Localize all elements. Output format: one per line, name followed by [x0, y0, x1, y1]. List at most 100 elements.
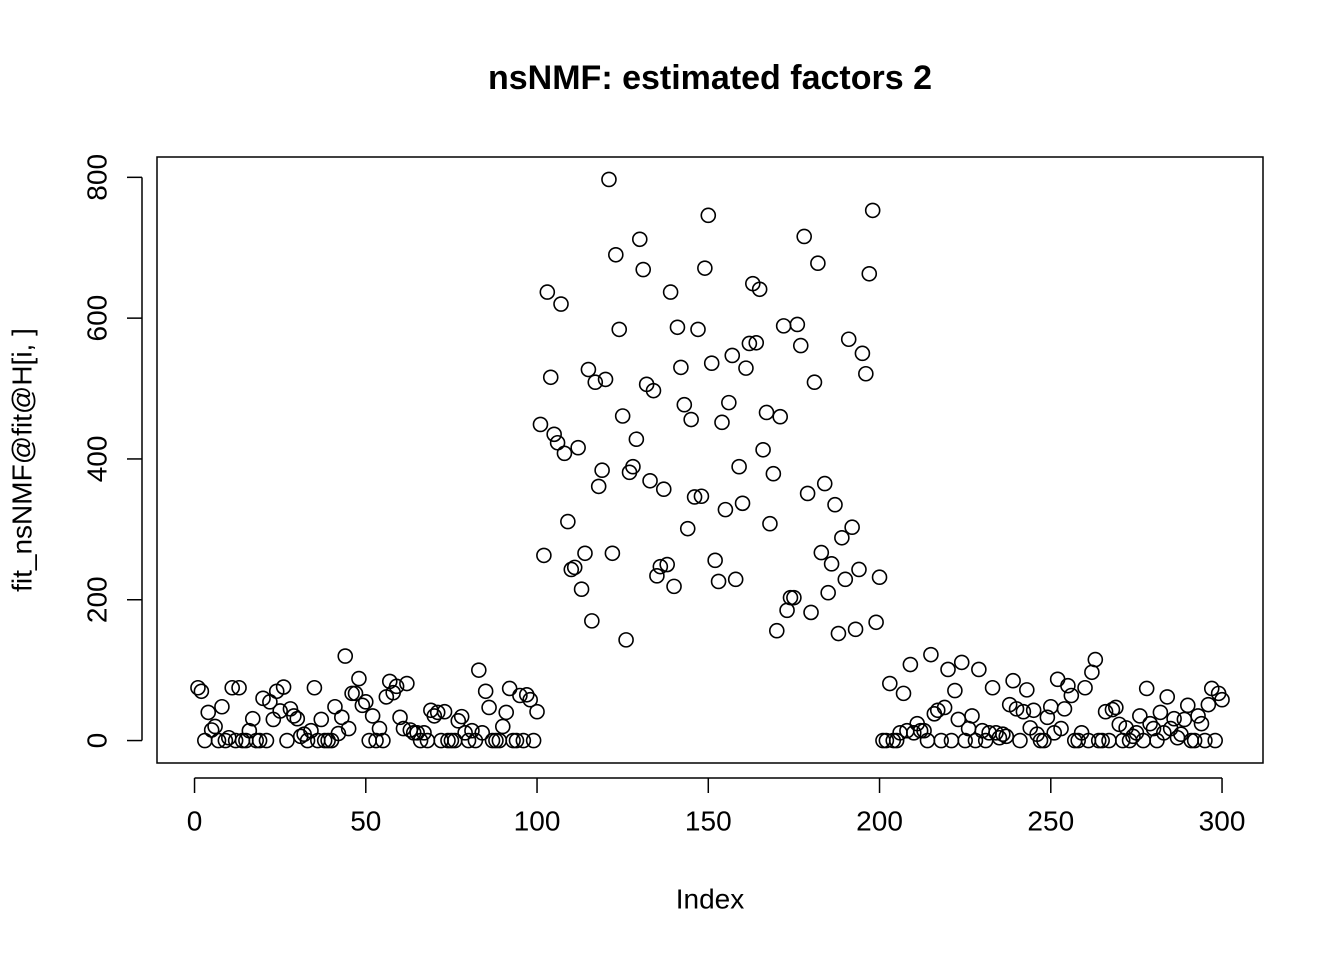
- point: [645, 382, 662, 399]
- point: [1183, 732, 1200, 749]
- point: [498, 704, 515, 721]
- point: [679, 520, 696, 537]
- point: [919, 732, 936, 749]
- point: [816, 475, 833, 492]
- point: [662, 284, 679, 300]
- point: [518, 686, 535, 703]
- point: [471, 662, 487, 678]
- point: [364, 708, 381, 724]
- point: [457, 725, 473, 741]
- point: [426, 708, 443, 724]
- point: [207, 718, 223, 735]
- point: [731, 458, 747, 475]
- point: [655, 481, 672, 498]
- point: [697, 260, 713, 276]
- point: [217, 732, 234, 749]
- point: [224, 679, 241, 696]
- point: [193, 683, 210, 700]
- point: [827, 496, 843, 513]
- point: [584, 613, 600, 629]
- y-tick-label: 200: [81, 576, 112, 623]
- point: [810, 255, 826, 272]
- point: [693, 488, 710, 505]
- point: [409, 725, 425, 741]
- point: [200, 704, 217, 721]
- point: [563, 561, 580, 578]
- point: [1063, 687, 1080, 704]
- point: [286, 708, 302, 724]
- point: [299, 732, 316, 749]
- point: [1166, 710, 1182, 727]
- point: [659, 556, 675, 573]
- point: [244, 710, 261, 727]
- point: [683, 411, 699, 428]
- point: [522, 691, 538, 708]
- point: [1186, 732, 1203, 749]
- point: [590, 478, 607, 495]
- y-tick-label: 600: [81, 295, 112, 342]
- point: [700, 207, 717, 224]
- point: [1056, 701, 1073, 717]
- point: [1145, 720, 1162, 737]
- point: [649, 568, 665, 584]
- point: [823, 556, 840, 572]
- point: [642, 472, 658, 489]
- point: [494, 718, 511, 735]
- point: [549, 434, 566, 451]
- point: [1005, 672, 1021, 689]
- point: [1015, 703, 1032, 720]
- point: [926, 706, 943, 722]
- point: [1207, 732, 1223, 749]
- point: [782, 589, 799, 606]
- point: [508, 732, 525, 749]
- point: [868, 614, 884, 631]
- point: [320, 732, 336, 749]
- point: [443, 732, 460, 749]
- point: [673, 359, 689, 376]
- point: [762, 515, 778, 532]
- point: [864, 202, 881, 219]
- point: [429, 704, 446, 721]
- point: [775, 318, 792, 334]
- point: [710, 573, 727, 590]
- point: [542, 369, 559, 386]
- point: [998, 728, 1015, 745]
- point: [751, 281, 768, 298]
- x-tick-label: 0: [187, 805, 203, 836]
- point: [940, 661, 956, 678]
- point: [368, 732, 384, 749]
- point: [971, 661, 987, 678]
- point: [1087, 651, 1104, 668]
- point: [854, 345, 871, 362]
- point: [357, 694, 374, 710]
- point: [837, 571, 854, 588]
- point: [888, 732, 905, 749]
- point: [703, 355, 720, 371]
- point: [984, 679, 1001, 696]
- point: [214, 698, 230, 715]
- point: [1060, 677, 1076, 694]
- point: [690, 321, 706, 338]
- point: [847, 621, 864, 638]
- point: [604, 545, 621, 562]
- point: [601, 171, 617, 188]
- point: [1190, 708, 1206, 724]
- point: [628, 431, 645, 448]
- point: [923, 646, 939, 663]
- point: [395, 720, 412, 737]
- point: [340, 720, 357, 737]
- point: [560, 513, 576, 530]
- point: [289, 710, 306, 727]
- point: [1200, 696, 1217, 713]
- point: [786, 589, 802, 606]
- point: [546, 426, 562, 443]
- point: [474, 725, 491, 741]
- point: [327, 698, 343, 715]
- point: [977, 732, 994, 749]
- x-tick-label: 300: [1199, 805, 1246, 836]
- point: [1197, 732, 1213, 749]
- point: [608, 246, 624, 263]
- point: [721, 394, 737, 411]
- point: [748, 334, 765, 351]
- y-tick-label: 800: [81, 154, 112, 201]
